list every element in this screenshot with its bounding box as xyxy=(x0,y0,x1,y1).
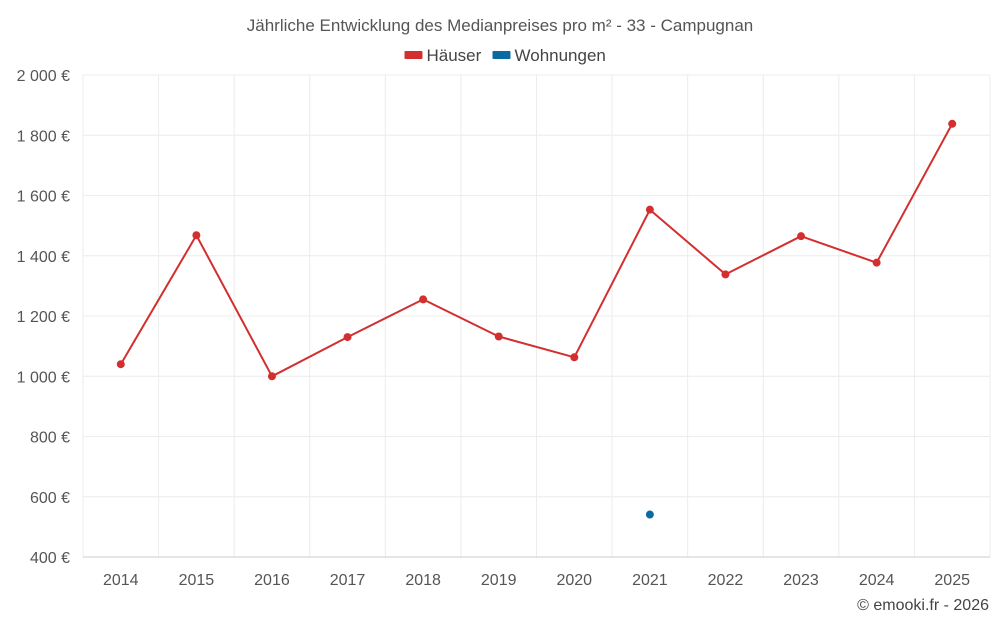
x-tick-label: 2025 xyxy=(934,572,970,589)
x-tick-label: 2020 xyxy=(556,572,592,589)
y-tick-label: 1 000 € xyxy=(17,369,70,386)
x-tick-label: 2022 xyxy=(708,572,744,589)
y-tick-label: 2 000 € xyxy=(17,68,70,85)
legend-item[interactable]: Wohnungen xyxy=(492,46,606,65)
data-point[interactable] xyxy=(645,510,654,519)
x-tick-label: 2015 xyxy=(179,572,215,589)
data-point[interactable] xyxy=(948,119,957,128)
y-axis: 400 € 600 € 800 € 1 000 € 1 200 € 1 400 € 1 60… xyxy=(17,68,70,567)
y-tick-label: 1 400 € xyxy=(17,249,70,266)
data-point[interactable] xyxy=(645,205,654,214)
x-axis: 2014 2015 2016 2017 2018 2019 2020 2021 2022 2023… xyxy=(83,556,990,589)
legend-swatch xyxy=(404,51,423,59)
y-tick-label: 400 € xyxy=(30,550,70,567)
data-point[interactable] xyxy=(721,270,730,279)
data-point[interactable] xyxy=(267,372,276,381)
series-line-haeuser xyxy=(119,123,954,378)
x-tick-label: 2024 xyxy=(859,572,895,589)
data-point[interactable] xyxy=(494,332,503,341)
y-tick-label: 1 600 € xyxy=(17,189,70,206)
data-point[interactable] xyxy=(797,232,806,241)
data-point[interactable] xyxy=(419,295,428,304)
data-point[interactable] xyxy=(116,360,125,369)
x-tick-label: 2016 xyxy=(254,572,290,589)
legend-label: Häuser xyxy=(427,46,482,65)
grid-lines xyxy=(82,74,991,558)
data-point[interactable] xyxy=(872,258,881,267)
x-tick-label: 2017 xyxy=(330,572,366,589)
credit-text: © emooki.fr - 2026 xyxy=(857,597,989,614)
data-point[interactable] xyxy=(570,353,579,362)
x-tick-label: 2021 xyxy=(632,572,668,589)
data-point[interactable] xyxy=(192,231,201,240)
chart-title: Jährliche Entwicklung des Medianpreises … xyxy=(247,16,753,35)
y-tick-label: 1 200 € xyxy=(17,309,70,326)
y-tick-label: 800 € xyxy=(30,430,70,447)
y-tick-label: 600 € xyxy=(30,490,70,507)
legend-label: Wohnungen xyxy=(515,46,606,65)
x-tick-label: 2018 xyxy=(405,572,441,589)
data-point[interactable] xyxy=(343,333,352,342)
x-tick-label: 2014 xyxy=(103,572,139,589)
legend-swatch xyxy=(492,51,511,59)
legend-item[interactable]: Häuser xyxy=(404,46,482,65)
series-layer xyxy=(116,119,957,519)
chart-legend[interactable]: Häuser Wohnungen xyxy=(404,46,606,65)
x-tick-label: 2019 xyxy=(481,572,517,589)
x-tick-label: 2023 xyxy=(783,572,819,589)
y-tick-label: 1 800 € xyxy=(17,128,70,145)
